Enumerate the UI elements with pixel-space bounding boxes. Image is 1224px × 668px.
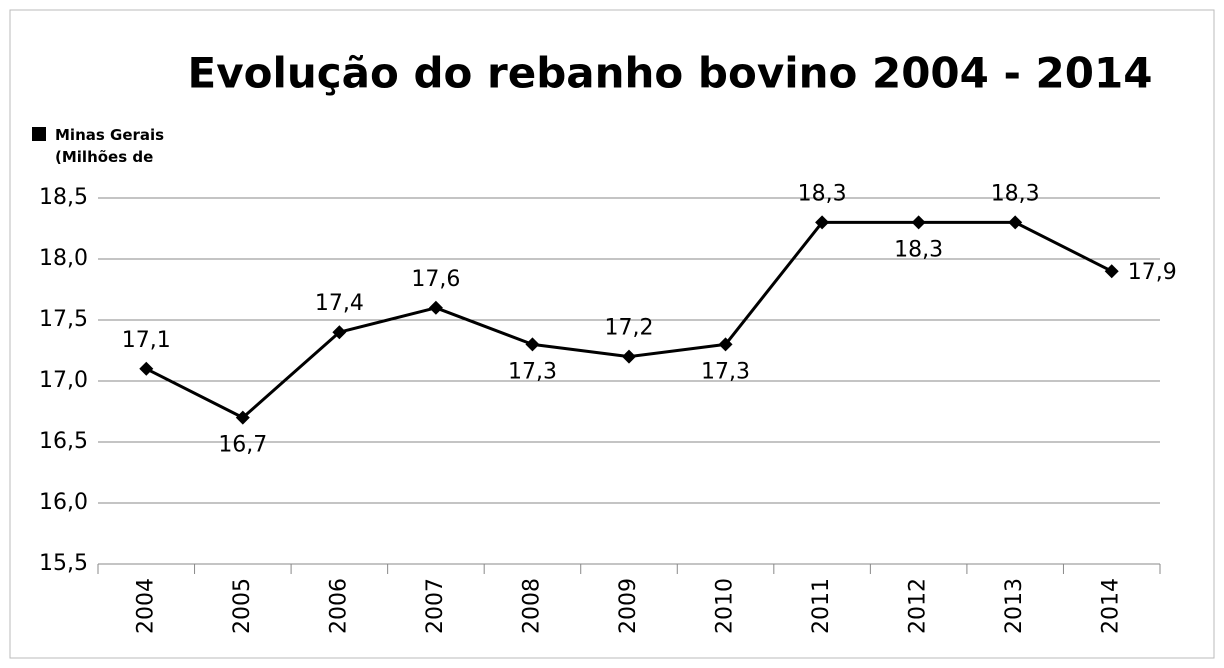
y-tick-label: 18,0 (39, 246, 88, 271)
x-tick-label: 2011 (809, 578, 834, 634)
legend-label: Minas Gerais (Milhões de (55, 126, 165, 166)
data-point (622, 349, 636, 364)
data-point (911, 215, 926, 230)
data-label: 17,1 (122, 328, 171, 353)
y-tick-label: 17,0 (39, 368, 88, 393)
y-tick-label: 16,0 (39, 490, 88, 515)
data-point (1008, 215, 1023, 230)
x-tick-label: 2013 (1002, 578, 1027, 634)
data-point (235, 410, 250, 425)
data-label: 17,6 (411, 267, 460, 292)
data-label: 18,3 (894, 237, 943, 262)
data-point (1104, 264, 1119, 279)
data-point (428, 300, 443, 315)
y-tick-label: 16,5 (39, 429, 88, 454)
data-label: 17,3 (701, 359, 750, 384)
data-label: 17,2 (605, 316, 654, 341)
data-point (332, 325, 347, 340)
x-tick-label: 2012 (906, 578, 931, 634)
x-tick-label: 2005 (230, 578, 255, 634)
data-label: 17,4 (315, 291, 364, 316)
x-tick-label: 2014 (1099, 578, 1124, 634)
chart-title: Evolução do rebanho bovino 2004 - 2014 (188, 49, 1153, 98)
x-tick-label: 2008 (519, 578, 544, 634)
data-point (525, 337, 540, 352)
y-tick-label: 17,5 (39, 307, 88, 332)
data-point (139, 361, 154, 376)
data-point (718, 337, 733, 352)
legend: Minas Gerais (Milhões de (32, 124, 175, 168)
data-label: 18,3 (798, 181, 847, 206)
data-label: 17,9 (1128, 260, 1177, 285)
x-tick-label: 2006 (326, 578, 351, 634)
x-tick-label: 2009 (616, 578, 641, 634)
chart-border (9, 9, 1215, 659)
x-tick-label: 2010 (713, 578, 738, 634)
y-tick-label: 15,5 (39, 551, 88, 576)
data-label: 17,3 (508, 359, 557, 384)
legend-swatch (32, 127, 46, 141)
data-label: 18,3 (991, 181, 1040, 206)
x-tick-label: 2004 (133, 578, 158, 634)
data-point (815, 215, 830, 230)
data-label: 16,7 (218, 433, 267, 458)
x-tick-label: 2007 (423, 578, 448, 634)
y-tick-label: 18,5 (39, 185, 88, 210)
